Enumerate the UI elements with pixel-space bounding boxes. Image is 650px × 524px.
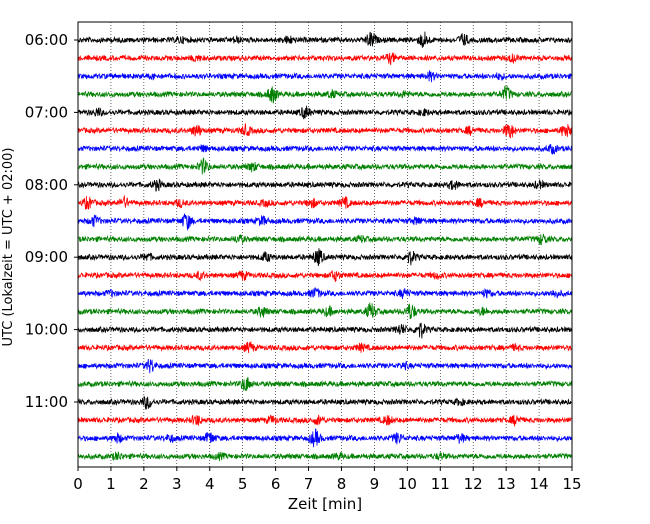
trace-1100 xyxy=(77,395,573,410)
x-tick-label: 7 xyxy=(304,475,314,493)
y-tick-label: 06:00 xyxy=(25,31,68,49)
trace-0630 xyxy=(77,70,573,83)
trace-0900 xyxy=(77,248,573,266)
trace-1130 xyxy=(77,428,573,448)
x-tick-label: 15 xyxy=(562,475,581,493)
trace-1145 xyxy=(77,451,573,462)
trace-0915 xyxy=(77,270,573,283)
x-tick-label: 14 xyxy=(530,475,549,493)
x-tick-label: 2 xyxy=(139,475,149,493)
x-tick-label: 13 xyxy=(497,475,516,493)
trace-0600 xyxy=(77,31,573,48)
x-tick-label: 1 xyxy=(106,475,116,493)
x-tick-label: 5 xyxy=(238,475,248,493)
trace-0715 xyxy=(77,123,573,139)
plot-frame xyxy=(77,21,573,468)
x-axis-label: Zeit [min] xyxy=(288,495,362,513)
trace-0730 xyxy=(77,143,573,155)
x-tick-label: 0 xyxy=(73,475,83,493)
y-tick-label: 10:00 xyxy=(25,321,68,339)
trace-0745 xyxy=(77,157,573,175)
x-tick-label: 8 xyxy=(337,475,347,493)
trace-0930 xyxy=(77,287,573,300)
trace-0830 xyxy=(77,213,573,231)
trace-layer xyxy=(77,31,573,462)
x-tick-label: 4 xyxy=(205,475,215,493)
trace-0800 xyxy=(77,178,573,192)
x-tick-label: 3 xyxy=(172,475,182,493)
trace-0845 xyxy=(77,233,573,246)
trace-1030 xyxy=(77,358,573,374)
y-tick-label: 08:00 xyxy=(25,176,68,194)
x-tick-label: 10 xyxy=(398,475,417,493)
y-tick-label: 11:00 xyxy=(25,393,68,411)
trace-1015 xyxy=(77,340,573,354)
x-tick-label: 6 xyxy=(271,475,281,493)
y-tick-layer: 06:00 07:00 08:00 09:00 10:00 11:00 xyxy=(25,31,78,411)
trace-1045 xyxy=(77,376,573,391)
x-tick-layer: 0 1 2 3 4 5 6 7 8 9 10 11 12 13 14 15 xyxy=(73,467,582,493)
trace-0815 xyxy=(77,194,573,210)
trace-0700 xyxy=(77,105,573,120)
y-axis-label: UTC (Lokalzeit = UTC + 02:00) xyxy=(1,148,16,347)
trace-0645 xyxy=(77,85,573,104)
trace-1000 xyxy=(77,322,573,339)
x-tick-label: 9 xyxy=(370,475,380,493)
x-tick-label: 11 xyxy=(431,475,450,493)
trace-0945 xyxy=(77,302,573,320)
grid-layer xyxy=(110,22,540,467)
trace-0615 xyxy=(77,52,573,66)
y-tick-label: 07:00 xyxy=(25,103,68,121)
y-tick-label: 09:00 xyxy=(25,248,68,266)
trace-1115 xyxy=(77,414,573,427)
x-tick-label: 12 xyxy=(464,475,483,493)
